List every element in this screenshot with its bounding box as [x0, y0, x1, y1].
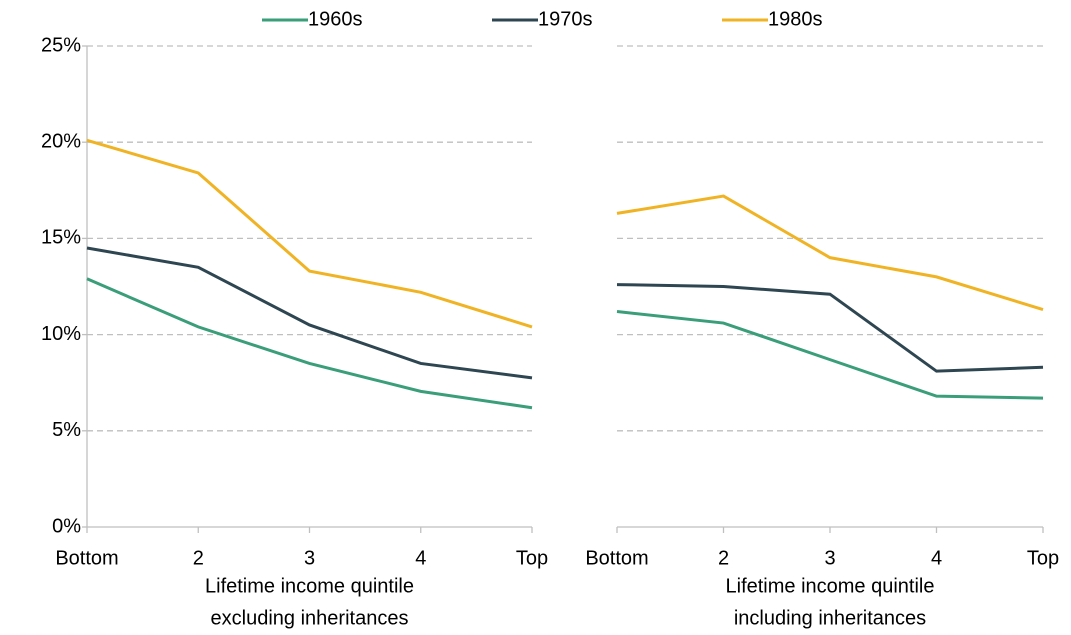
series-line — [616, 283, 1044, 373]
series-line — [86, 277, 533, 410]
x-axis-label: excluding inheritances — [211, 607, 409, 629]
x-tick-label: 2 — [193, 547, 204, 569]
y-tick-label: 15% — [41, 227, 81, 249]
y-tick-label: 25% — [41, 34, 81, 56]
x-axis-label: Lifetime income quintile — [726, 575, 935, 597]
legend-label: 1980s — [768, 8, 823, 30]
series-line — [616, 194, 1044, 312]
y-tick-label: 10% — [41, 323, 81, 345]
legend-label: 1970s — [538, 8, 593, 30]
x-axis-label: including inheritances — [734, 607, 926, 629]
x-tick-label: 3 — [304, 547, 315, 569]
legend-label: 1960s — [308, 8, 363, 30]
series-line — [616, 310, 1044, 400]
x-tick-label: Bottom — [55, 547, 118, 569]
x-tick-label: Top — [1027, 547, 1059, 569]
series-line — [86, 138, 533, 329]
series-line — [86, 246, 533, 380]
x-tick-label: 2 — [718, 547, 729, 569]
x-tick-label: Top — [516, 547, 548, 569]
x-axis-label: Lifetime income quintile — [205, 575, 414, 597]
x-tick-label: 3 — [824, 547, 835, 569]
y-tick-label: 0% — [52, 515, 81, 537]
x-tick-label: 4 — [931, 547, 942, 569]
x-tick-label: Bottom — [585, 547, 648, 569]
y-tick-label: 20% — [41, 130, 81, 152]
y-tick-label: 5% — [52, 419, 81, 441]
x-tick-label: 4 — [415, 547, 426, 569]
